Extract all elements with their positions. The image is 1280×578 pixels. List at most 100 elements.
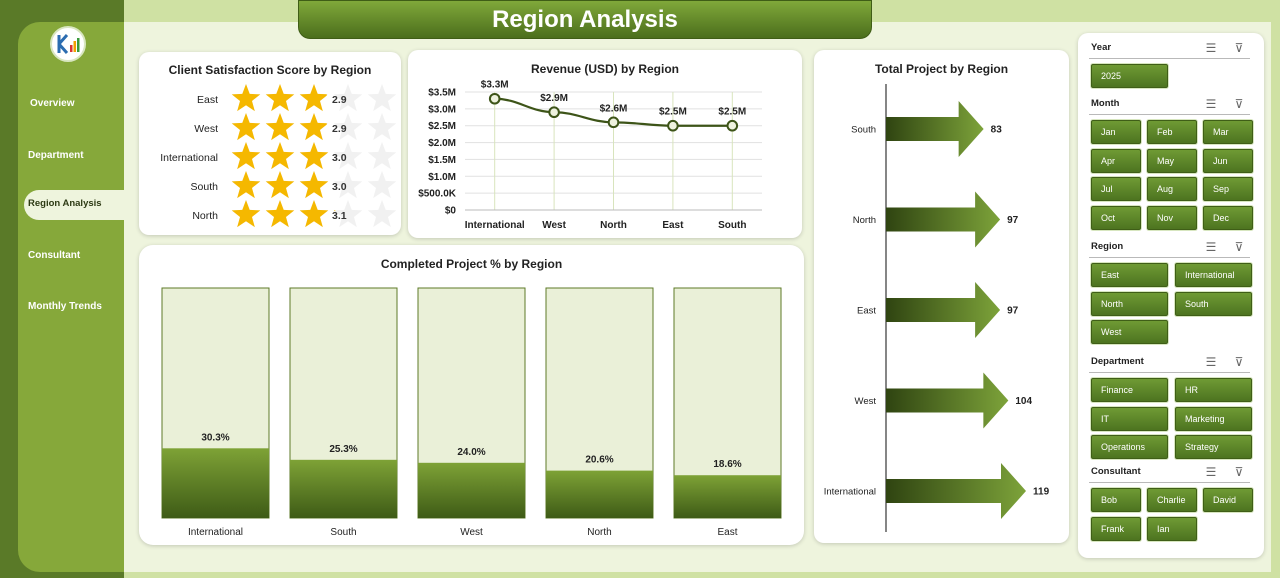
clear-filter-icon[interactable]: ⊽ bbox=[1234, 240, 1244, 254]
clear-filter-icon[interactable]: ⊽ bbox=[1234, 465, 1244, 479]
nav-item-overview[interactable]: Overview bbox=[30, 98, 75, 109]
slicer-chip-department[interactable]: Strategy bbox=[1175, 435, 1252, 459]
bar-value-label: 25.3% bbox=[329, 444, 357, 455]
multi-select-icon[interactable]: ☰ bbox=[1205, 240, 1217, 254]
multi-select-icon[interactable]: ☰ bbox=[1205, 41, 1217, 55]
slicer-chip-department[interactable]: HR bbox=[1175, 378, 1252, 402]
star-filled-icon bbox=[231, 171, 261, 199]
project-arrow bbox=[886, 372, 1009, 429]
projects-title: Total Project by Region bbox=[874, 62, 1009, 76]
y-tick-label: $500.0K bbox=[418, 189, 457, 200]
bar-category-label: North bbox=[587, 527, 611, 538]
revenue-data-label: $2.6M bbox=[600, 103, 628, 114]
star-filled-icon bbox=[231, 113, 261, 141]
revenue-point bbox=[548, 106, 560, 119]
slicer-chip-department[interactable]: Finance bbox=[1091, 378, 1168, 402]
slicer-chip-month[interactable]: Mar bbox=[1203, 120, 1253, 144]
slicer-chip-month[interactable]: Apr bbox=[1091, 148, 1141, 173]
arrow-value-label: 97 bbox=[1007, 306, 1019, 317]
slicer-chip-month[interactable]: Dec bbox=[1203, 205, 1253, 230]
arrow-category-label: North bbox=[853, 215, 876, 226]
bar-category-label: West bbox=[460, 527, 483, 538]
bar-value-label: 24.0% bbox=[457, 447, 485, 458]
slicer-title-month: Month bbox=[1091, 98, 1120, 109]
multi-select-icon[interactable]: ☰ bbox=[1205, 465, 1217, 479]
clear-filter-icon[interactable]: ⊽ bbox=[1234, 97, 1244, 111]
bar-category-label: East bbox=[717, 527, 737, 538]
rating-category-label: East bbox=[197, 94, 218, 106]
satisfaction-title: Client Satisfaction Score by Region bbox=[168, 63, 372, 77]
slicer-chip-region[interactable]: East bbox=[1091, 263, 1168, 287]
slicer-chip-consultant[interactable]: Bob bbox=[1091, 488, 1141, 512]
slicer-chip-region[interactable]: West bbox=[1091, 320, 1168, 344]
arrow-category-label: South bbox=[851, 125, 876, 136]
slicer-chip-month[interactable]: Jul bbox=[1091, 177, 1141, 201]
multi-select-icon[interactable]: ☰ bbox=[1205, 355, 1217, 369]
bar-value-label: 18.6% bbox=[713, 459, 741, 470]
star-empty-icon bbox=[333, 142, 363, 170]
project-arrow bbox=[886, 282, 1001, 338]
revenue-chart: $0 $500.0K $1.0M $1.5M $2.0M $2.5M $3.0M $3.5M $… bbox=[418, 80, 762, 231]
slicer-chip-month[interactable]: Jan bbox=[1091, 120, 1141, 144]
slicer-chip-month[interactable]: Oct bbox=[1091, 205, 1141, 230]
star-empty-icon bbox=[367, 171, 397, 199]
arrow-category-label: International bbox=[824, 487, 876, 498]
star-filled-icon bbox=[299, 113, 327, 141]
slicer-chip-month[interactable]: Jun bbox=[1203, 148, 1253, 173]
slicer-title-department: Department bbox=[1091, 356, 1144, 367]
slicer-chip-month[interactable]: Aug bbox=[1147, 177, 1197, 201]
clear-filter-icon[interactable]: ⊽ bbox=[1234, 355, 1244, 369]
satisfaction-card: Client Satisfaction Score by Region East… bbox=[139, 52, 401, 235]
slicer-chip-consultant[interactable]: Frank bbox=[1091, 516, 1141, 541]
multi-select-icon[interactable]: ☰ bbox=[1205, 97, 1217, 111]
rating-value-label: 2.9 bbox=[332, 123, 347, 135]
arrow-value-label: 119 bbox=[1033, 487, 1050, 498]
arrow-value-label: 97 bbox=[1007, 215, 1019, 226]
x-tick-label: West bbox=[542, 220, 566, 231]
slicer-chip-department[interactable]: IT bbox=[1091, 406, 1168, 431]
revenue-point bbox=[667, 119, 679, 132]
slicer-chip-year[interactable]: 2025 bbox=[1091, 64, 1168, 88]
star-filled-icon bbox=[265, 84, 295, 112]
slicer-chip-region[interactable]: North bbox=[1091, 291, 1168, 316]
star-empty-icon bbox=[333, 171, 363, 199]
slicer-chip-consultant[interactable]: Charlie bbox=[1147, 488, 1197, 512]
nav-item-region-analysis[interactable]: Region Analysis bbox=[28, 198, 102, 209]
slicer-chip-month[interactable]: May bbox=[1147, 148, 1197, 173]
slicer-chip-month[interactable]: Feb bbox=[1147, 120, 1197, 144]
y-tick-label: $2.0M bbox=[428, 138, 456, 149]
nav-item-monthly-trends[interactable]: Monthly Trends bbox=[28, 301, 102, 312]
slicer-chip-department[interactable]: Operations bbox=[1091, 435, 1168, 459]
star-filled-icon bbox=[265, 200, 295, 228]
revenue-point bbox=[488, 92, 501, 105]
slicer-chip-region[interactable]: South bbox=[1175, 291, 1252, 316]
bar-value-label: 20.6% bbox=[585, 455, 613, 466]
completed-title: Completed Project % by Region bbox=[380, 257, 563, 271]
slicer-divider bbox=[1089, 482, 1250, 483]
star-empty-icon bbox=[333, 200, 363, 228]
slicer-divider bbox=[1089, 114, 1250, 115]
completed-bar bbox=[546, 470, 653, 518]
x-tick-label: North bbox=[600, 220, 627, 231]
revenue-point bbox=[726, 119, 739, 132]
slicer-title-consultant: Consultant bbox=[1091, 466, 1141, 477]
revenue-data-label: $2.9M bbox=[540, 93, 568, 104]
logo-icon bbox=[57, 34, 80, 54]
completed-bar bbox=[162, 448, 269, 518]
revenue-card: Revenue (USD) by Region $0 $500.0K $1.0M $1… bbox=[408, 50, 802, 238]
slicer-chip-consultant[interactable]: Ian bbox=[1147, 516, 1197, 541]
slicer-chip-region[interactable]: International bbox=[1175, 263, 1252, 287]
slicer-chip-month[interactable]: Sep bbox=[1203, 177, 1253, 201]
slicer-chip-consultant[interactable]: David bbox=[1203, 488, 1253, 512]
clear-filter-icon[interactable]: ⊽ bbox=[1234, 41, 1244, 55]
nav-item-consultant[interactable]: Consultant bbox=[28, 250, 81, 261]
projects-chart: South 83 North 97 East 97 West 104 International… bbox=[824, 84, 1050, 532]
title-banner: Region Analysis bbox=[298, 0, 872, 39]
star-empty-icon bbox=[367, 113, 397, 141]
arrow-value-label: 83 bbox=[991, 125, 1003, 136]
star-empty-icon bbox=[367, 84, 397, 112]
slicer-chip-department[interactable]: Marketing bbox=[1175, 406, 1252, 431]
star-filled-icon bbox=[299, 200, 329, 228]
slicer-chip-month[interactable]: Nov bbox=[1147, 205, 1197, 230]
nav-item-department[interactable]: Department bbox=[28, 150, 84, 161]
